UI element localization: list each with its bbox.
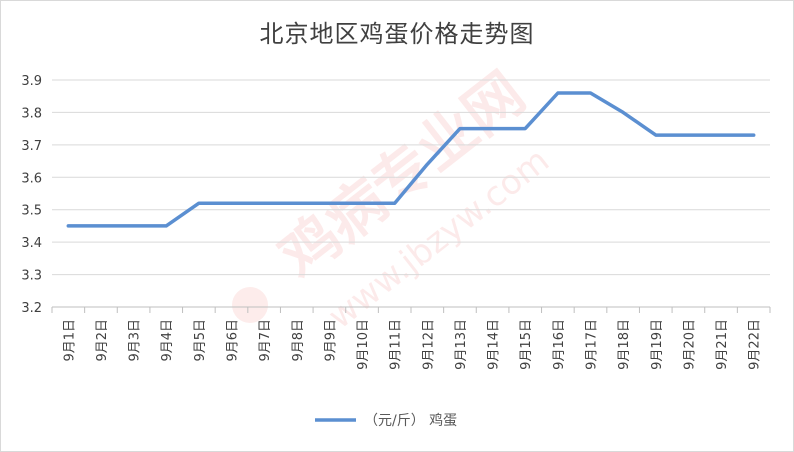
data-point xyxy=(100,225,102,227)
x-tick-label: 9月18日 xyxy=(617,319,632,370)
x-tick-label: 9月15日 xyxy=(519,319,534,370)
data-point xyxy=(133,225,135,227)
y-tick-label: 3.8 xyxy=(21,106,42,121)
data-point xyxy=(328,202,330,204)
y-tick-label: 3.7 xyxy=(21,139,42,154)
series-layer xyxy=(66,91,756,228)
x-tick-label: 9月3日 xyxy=(128,319,143,362)
data-point xyxy=(655,134,657,136)
data-point xyxy=(231,202,232,204)
data-point xyxy=(459,128,461,130)
y-tick-label: 3.4 xyxy=(21,236,42,251)
data-point xyxy=(590,92,591,94)
series-line xyxy=(66,91,756,228)
x-tick-label: 9月12日 xyxy=(421,319,436,370)
legend-label: （元/斤） 鸡蛋 xyxy=(364,412,457,429)
x-tick-label: 9月21日 xyxy=(715,319,730,370)
y-tick-label: 3.5 xyxy=(21,204,42,219)
x-tick-label: 9月9日 xyxy=(323,319,338,362)
data-point xyxy=(198,202,200,204)
data-point xyxy=(394,202,396,204)
data-point xyxy=(67,225,69,227)
data-point xyxy=(557,92,559,94)
data-point xyxy=(687,134,689,136)
data-point xyxy=(296,202,298,204)
x-tick-label: 9月16日 xyxy=(552,319,567,370)
chart-title: 北京地区鸡蛋价格走势图 xyxy=(259,20,535,48)
legend: （元/斤） 鸡蛋 xyxy=(315,412,457,429)
x-tick-label: 9月2日 xyxy=(95,319,110,362)
x-tick-label: 9月8日 xyxy=(291,319,306,362)
data-point xyxy=(622,111,624,113)
x-tick-label: 9月22日 xyxy=(748,319,763,370)
x-tick-label: 9月5日 xyxy=(193,319,208,362)
y-axis: 3.2 3.3 3.4 3.5 3.6 3.7 3.8 3.9 xyxy=(21,74,42,316)
x-tick-label: 9月10日 xyxy=(356,319,371,370)
watermark-logo-icon xyxy=(232,287,268,323)
x-tick-label: 9月7日 xyxy=(258,319,273,362)
x-tick-label: 9月1日 xyxy=(62,319,77,362)
data-point xyxy=(426,163,428,165)
x-tick-label: 9月11日 xyxy=(389,319,404,370)
x-tick-label: 9月13日 xyxy=(454,319,469,370)
x-tick-label: 9月4日 xyxy=(160,319,175,362)
y-tick-label: 3.2 xyxy=(21,301,42,316)
y-tick-label: 3.3 xyxy=(21,269,42,284)
x-tick-label: 9月14日 xyxy=(487,319,502,370)
data-point xyxy=(720,134,722,136)
y-tick-label: 3.9 xyxy=(21,74,42,89)
data-point xyxy=(361,202,363,204)
data-point xyxy=(492,128,494,130)
x-axis: 9月1日 9月2日 9月3日 9月4日 9月5日 9月6日 9月7日 9月8日 9月9日 9月10… xyxy=(51,307,771,370)
y-tick-label: 3.6 xyxy=(21,171,42,186)
data-point xyxy=(263,202,265,204)
data-point xyxy=(165,225,167,227)
x-tick-label: 9月17日 xyxy=(585,319,600,370)
data-point xyxy=(524,128,526,130)
x-tick-label: 9月6日 xyxy=(226,319,241,362)
x-tick-label: 9月20日 xyxy=(682,319,697,370)
data-point xyxy=(753,134,755,136)
x-tick-label: 9月19日 xyxy=(650,319,665,370)
